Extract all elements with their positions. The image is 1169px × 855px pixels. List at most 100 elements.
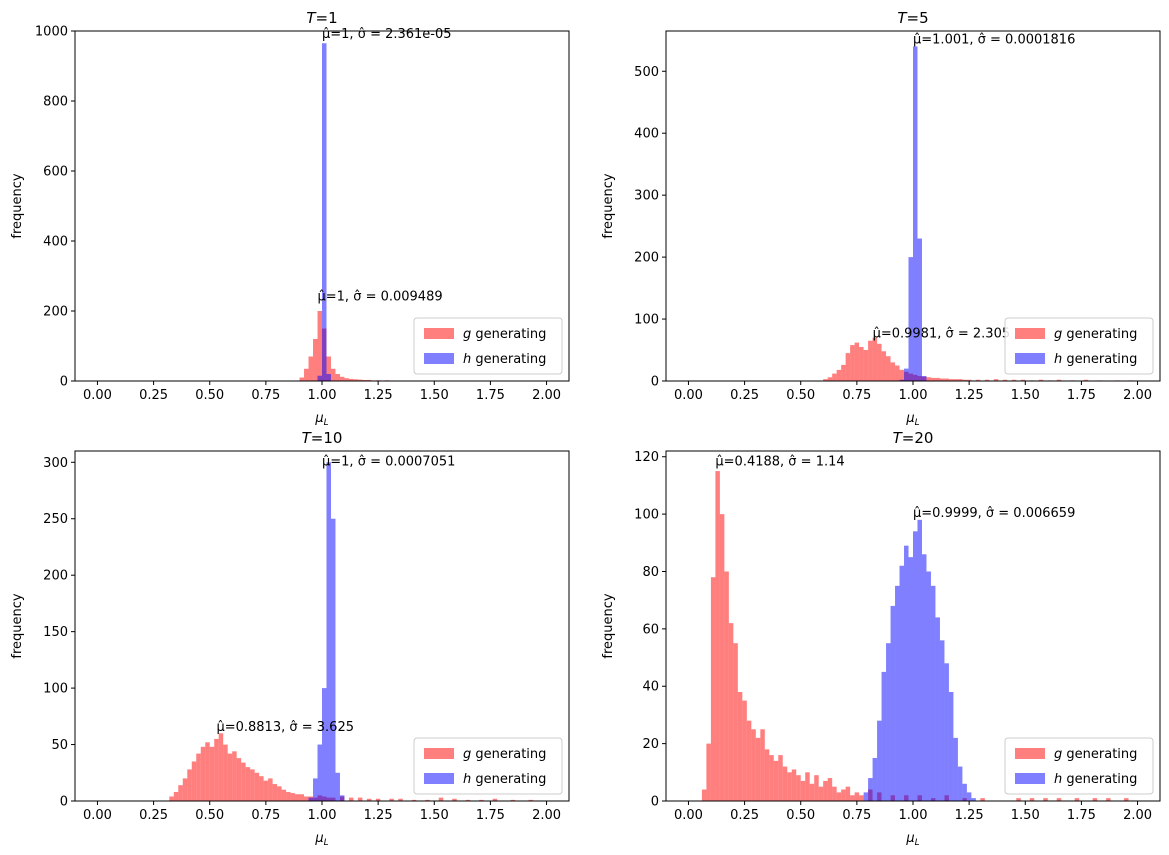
legend-label-g: g generating <box>463 747 546 762</box>
histogram-bar <box>191 761 197 801</box>
legend-label-g: g generating <box>1054 327 1137 342</box>
x-tick-label: 0.50 <box>786 808 815 823</box>
x-tick-label: 1.00 <box>899 808 928 823</box>
legend: g generating h generating <box>413 737 563 795</box>
histogram-bar <box>868 340 873 381</box>
legend-label-g: g generating <box>1054 747 1137 762</box>
x-tick-label: 0.50 <box>786 388 815 403</box>
x-tick-label: 0.75 <box>251 808 280 823</box>
histogram-bar <box>1011 379 1017 381</box>
histogram-bar <box>836 792 842 801</box>
y-tick-label: 300 <box>634 189 659 204</box>
subplot-2: μ̂=0.9981, σ̂ = 2.305 μ̂=1.001, σ̂ = 0.00… <box>601 9 1161 428</box>
histogram-bar <box>913 531 918 801</box>
histogram-bar <box>881 351 887 381</box>
histogram-bar <box>908 257 913 381</box>
histogram-bar <box>764 749 770 801</box>
histogram-bar <box>841 789 846 801</box>
histogram-bar <box>1092 798 1098 801</box>
histogram-bar <box>863 792 869 801</box>
x-tick-label: 0.75 <box>251 388 280 403</box>
subplot-3: μ̂=0.8813, σ̂ = 3.625 μ̂=1, σ̂ = 0.000705… <box>10 429 570 848</box>
histogram-bar <box>268 778 273 801</box>
histogram-bar <box>881 671 887 801</box>
x-tick-label: 2.00 <box>1123 808 1152 823</box>
histogram-bar <box>944 663 949 801</box>
histogram-bar <box>863 350 869 381</box>
histogram-bar <box>479 799 484 801</box>
histogram-bar <box>339 795 345 801</box>
histogram-bar <box>818 786 824 801</box>
histogram-bar <box>209 746 215 801</box>
x-tick-label: 2.00 <box>532 808 561 823</box>
x-tick-label: 0.00 <box>83 808 112 823</box>
histogram-bar <box>787 772 792 801</box>
histogram-bar <box>957 766 963 801</box>
histogram-bar <box>1038 379 1044 381</box>
histogram-bar <box>895 365 900 381</box>
histogram-bar <box>241 762 246 801</box>
histogram-bar <box>890 362 896 381</box>
histogram-bar <box>872 757 878 801</box>
histogram-bar <box>962 379 967 381</box>
legend-swatch-h <box>424 353 454 364</box>
legend: g generating h generating <box>1004 317 1154 375</box>
histogram-bar <box>348 378 354 381</box>
subplot-title: T=20 <box>893 429 934 447</box>
histogram-bar <box>227 753 233 801</box>
histogram-bar <box>926 377 931 381</box>
subplot-1: μ̂=1, σ̂ = 0.009489 μ̂=1, σ̂ = 2.361e-05 0… <box>10 9 570 428</box>
histogram-bar <box>1043 798 1048 801</box>
histogram-bar <box>845 786 851 801</box>
x-axis-label: μL <box>314 411 328 428</box>
histogram-bar <box>742 700 747 801</box>
x-tick-label: 0.75 <box>842 388 871 403</box>
histogram-bar <box>935 617 940 801</box>
y-tick-label: 800 <box>43 95 68 110</box>
histogram-bar <box>728 623 734 801</box>
histogram-bar <box>930 377 936 381</box>
histogram-bar <box>832 786 837 801</box>
histogram-bar <box>962 783 967 801</box>
annotation-g: μ̂=0.4188, σ̂ = 1.14 <box>715 454 844 469</box>
histogram-bar <box>778 755 783 801</box>
legend-swatch-g <box>424 328 454 339</box>
histogram-bar <box>904 368 909 381</box>
legend-swatch-g <box>424 748 454 759</box>
histogram-bar <box>232 751 237 801</box>
histogram-bar <box>859 346 864 381</box>
y-tick-label: 80 <box>642 565 659 580</box>
x-tick-label: 2.00 <box>1123 388 1152 403</box>
histogram-bar <box>218 733 224 801</box>
histogram-bar <box>877 720 882 801</box>
histogram-bar <box>277 786 282 801</box>
x-tick-label: 0.25 <box>139 388 168 403</box>
x-axis-label: μL <box>905 831 919 848</box>
histogram-bar <box>917 519 922 801</box>
histogram-bar <box>886 356 891 381</box>
y-tick-label: 0 <box>651 375 659 390</box>
y-tick-label: 1000 <box>35 25 68 40</box>
histogram-bar <box>205 742 210 801</box>
histogram-bar <box>814 775 819 801</box>
y-tick-label: 0 <box>60 795 68 810</box>
histogram-bar <box>339 376 345 381</box>
x-tick-label: 1.00 <box>899 388 928 403</box>
histogram-bar <box>908 557 913 801</box>
histogram-bar <box>357 797 363 801</box>
legend-swatch-h <box>424 773 454 784</box>
legend-label-h: h generating <box>463 352 546 367</box>
histogram-bar <box>326 374 331 381</box>
histogram-bar <box>335 772 340 801</box>
y-tick-label: 500 <box>634 65 659 80</box>
histogram-bar <box>196 753 201 801</box>
x-tick-label: 0.50 <box>195 808 224 823</box>
histogram-bar <box>957 379 963 381</box>
histogram-bar <box>971 798 976 801</box>
legend-label-h: h generating <box>463 772 546 787</box>
histogram-bar <box>178 785 183 801</box>
histogram-bar <box>921 376 927 381</box>
histogram-bar <box>791 769 797 801</box>
x-tick-label: 0.25 <box>139 808 168 823</box>
histogram-bar <box>438 797 444 801</box>
